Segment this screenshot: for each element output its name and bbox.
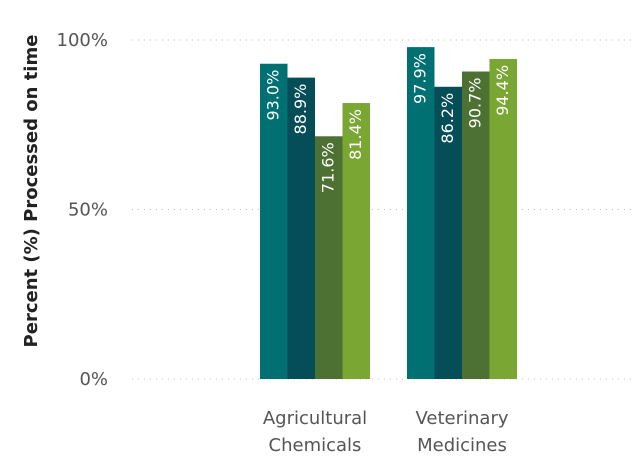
bar [342, 103, 370, 379]
data-label: 93.0% [263, 70, 282, 121]
x-tick-label: Agricultural Chemicals [263, 408, 367, 456]
data-label: 88.9% [291, 84, 310, 135]
bar [315, 136, 343, 379]
y-axis-label: Percent (%) Processed on time [21, 35, 42, 348]
bar [462, 71, 490, 379]
x-tick-label-line: Veterinary [415, 408, 508, 429]
y-tick-label: 100% [57, 30, 108, 51]
y-tick-label: 50% [68, 200, 108, 221]
data-label: 81.4% [346, 109, 365, 160]
x-tick-label: Veterinary Medicines [415, 408, 508, 456]
bar [407, 47, 435, 380]
bar [260, 63, 288, 379]
data-label: 71.6% [318, 142, 337, 193]
y-axis-tick-labels: 0% 50% 100% [57, 30, 108, 390]
y-tick-label: 0% [79, 369, 108, 390]
bars [260, 47, 517, 380]
data-label: 94.4% [493, 65, 512, 116]
x-tick-label-line: Agricultural [263, 408, 367, 429]
data-label: 90.7% [465, 78, 484, 129]
data-label: 86.2% [438, 93, 457, 144]
bar [434, 86, 462, 380]
bar [489, 58, 517, 379]
data-labels: 93.0% 88.9% 71.6% 81.4% 97.9% 86.2% 90.7% 94.4% [263, 53, 512, 193]
gridlines [132, 39, 636, 380]
x-axis-tick-labels: Agricultural Chemicals Veterinary Medicines [263, 408, 509, 456]
data-label: 97.9% [410, 53, 429, 104]
x-tick-label-line: Chemicals [269, 435, 362, 456]
x-tick-label-line: Medicines [417, 435, 507, 456]
bar [287, 77, 315, 379]
